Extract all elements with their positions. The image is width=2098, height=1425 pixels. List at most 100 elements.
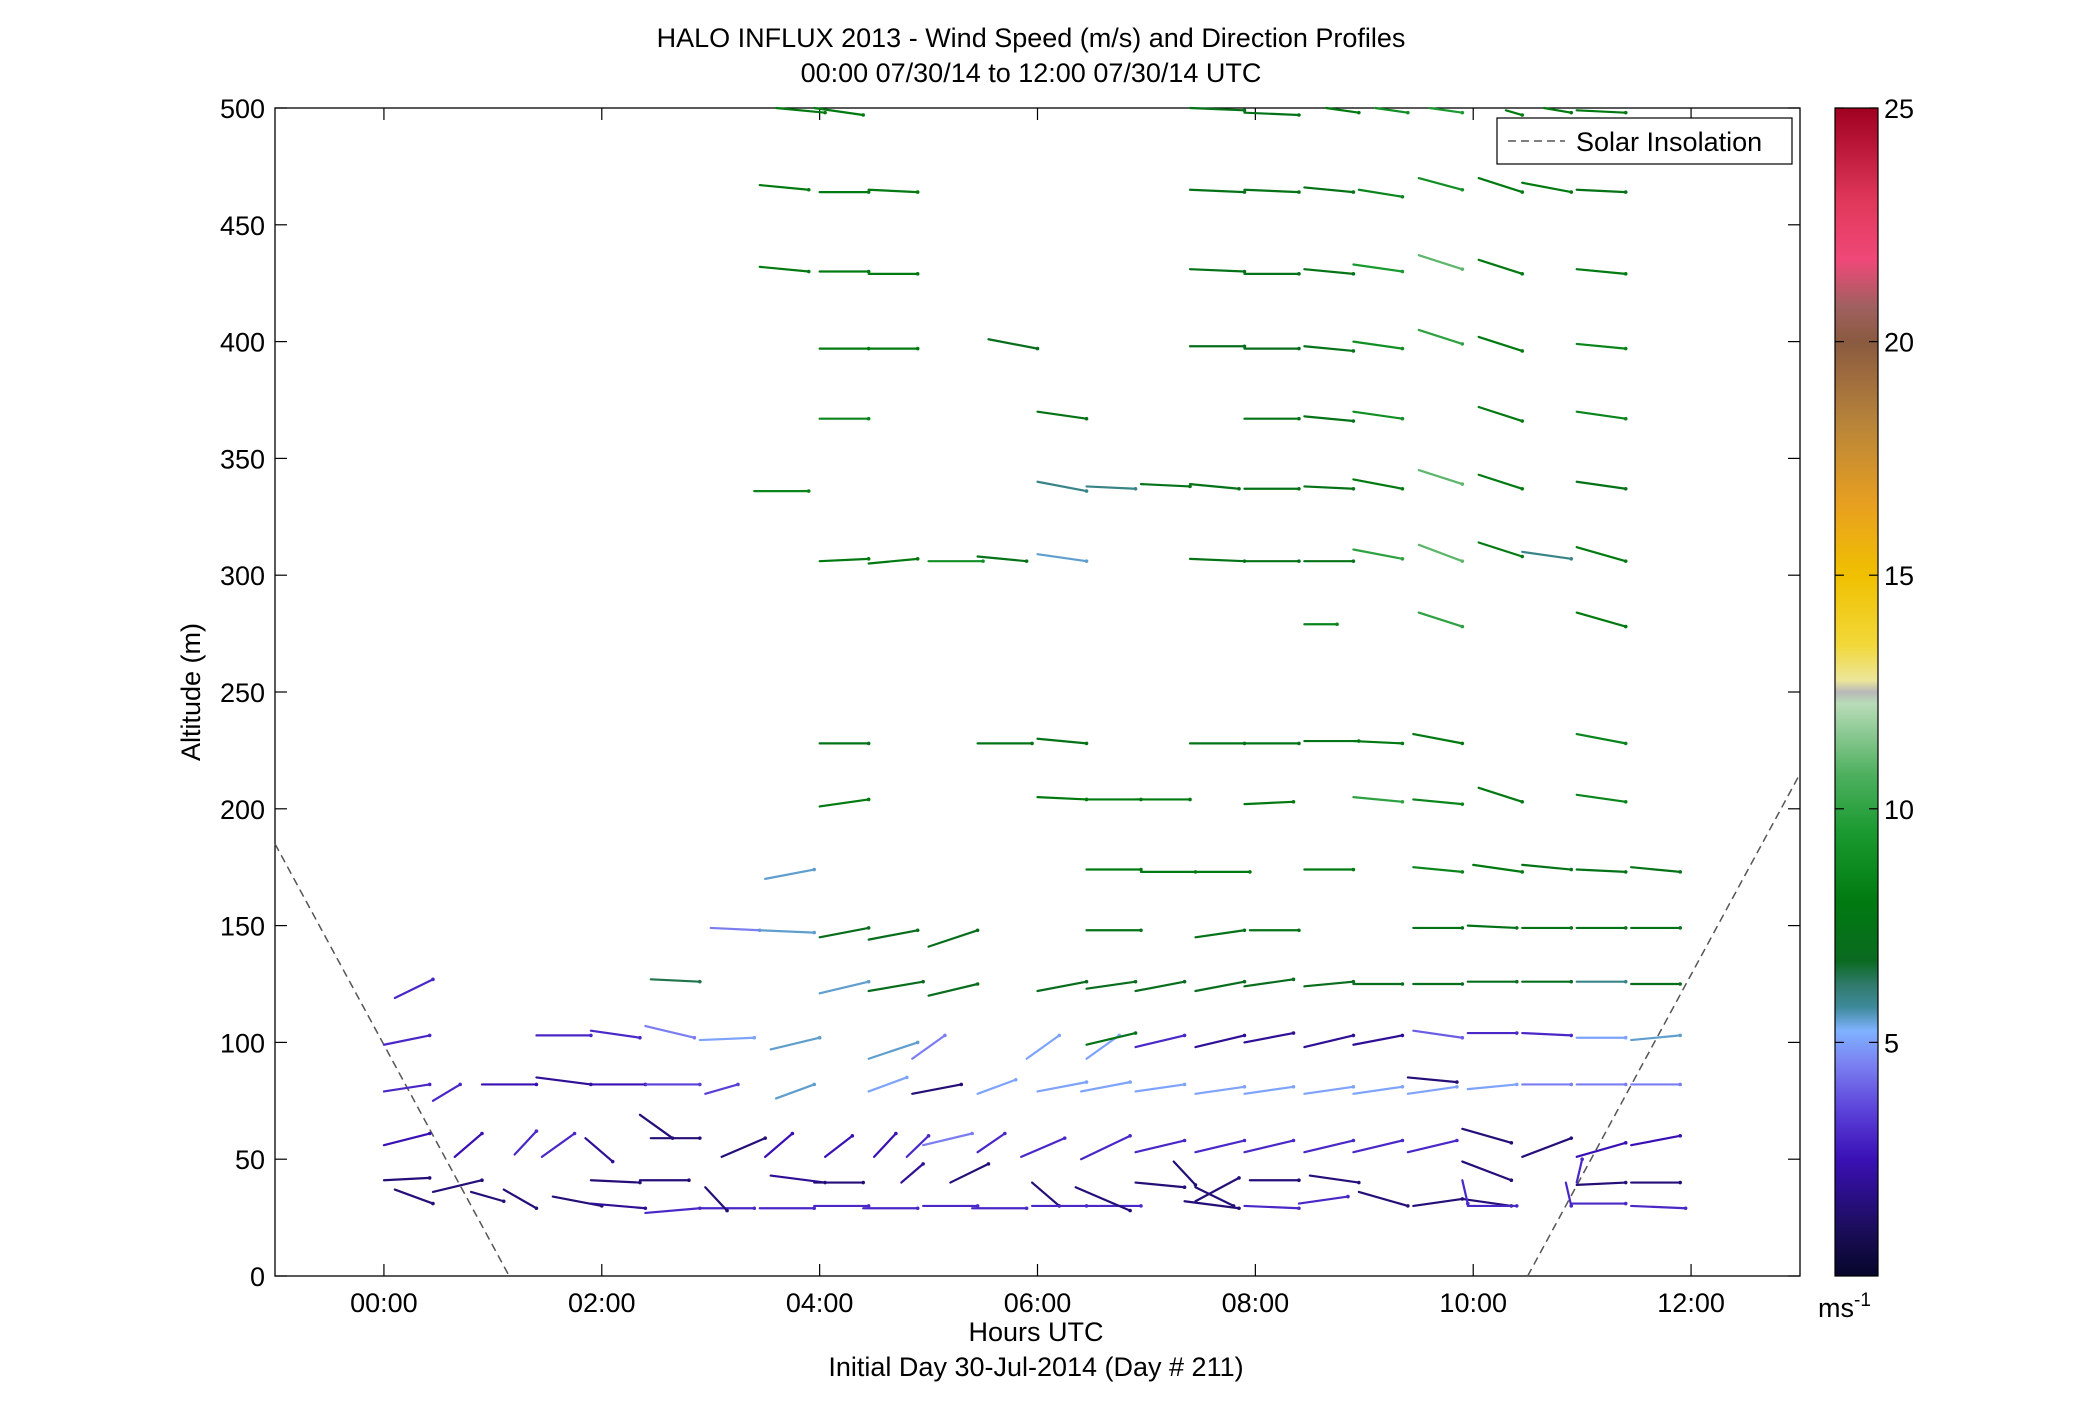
wind-barb-head xyxy=(480,1131,484,1136)
wind-barb xyxy=(818,557,870,563)
wind-barb-head xyxy=(638,1035,642,1040)
wind-barb xyxy=(709,926,761,932)
wind-barb xyxy=(1303,980,1355,988)
wind-barb xyxy=(1352,340,1404,350)
wind-barb xyxy=(1412,798,1464,806)
wind-barb-head xyxy=(698,979,702,984)
wind-barb xyxy=(393,1188,435,1205)
wind-barb-head xyxy=(1569,1033,1574,1038)
wind-barb-head xyxy=(1084,1080,1089,1084)
wind-barb-head xyxy=(1460,741,1465,746)
wind-barb-head xyxy=(1569,979,1574,984)
x-tick-label: 02:00 xyxy=(568,1288,636,1318)
wind-barb xyxy=(1303,186,1355,194)
wind-barb xyxy=(535,1076,592,1086)
wind-barb-head xyxy=(1460,870,1465,874)
wind-barb-head xyxy=(1623,1035,1628,1040)
wind-barb-head xyxy=(1084,559,1089,563)
wind-barb xyxy=(769,1174,827,1184)
y-tick-label: 100 xyxy=(220,1028,265,1058)
wind-barb-head xyxy=(1242,108,1247,113)
wind-barb-head xyxy=(1351,272,1356,276)
wind-barb-head xyxy=(1351,486,1356,491)
wind-barb xyxy=(873,1132,897,1158)
wind-barb-head xyxy=(1242,344,1247,349)
wind-barb-head xyxy=(1248,870,1252,874)
wind-barb-head xyxy=(1623,346,1628,351)
wind-barb-head xyxy=(1678,1082,1682,1087)
wind-barb xyxy=(1036,737,1088,745)
wind-barb xyxy=(1194,1176,1241,1203)
wind-barb-head xyxy=(866,557,871,561)
wind-barb-head xyxy=(698,1082,702,1087)
wind-barb-head xyxy=(1242,1084,1247,1089)
wind-barb-head xyxy=(1460,267,1465,271)
wind-barb-head xyxy=(1024,559,1029,563)
wind-barb-head xyxy=(915,272,920,276)
wind-barb-head xyxy=(970,1131,974,1136)
wind-barb xyxy=(1243,800,1295,806)
wind-barb xyxy=(818,980,870,995)
wind-barb-head xyxy=(866,979,871,984)
wind-barb xyxy=(469,1190,505,1203)
wind-barb-head xyxy=(812,1206,816,1211)
wind-barb xyxy=(1036,980,1088,993)
colorbar-unit: ms-1 xyxy=(1818,1290,1871,1323)
wind-barb-head xyxy=(458,1082,462,1087)
wind-barb xyxy=(818,798,870,808)
wind-barb xyxy=(649,978,701,983)
wind-barb xyxy=(1521,181,1573,194)
wind-barb-head xyxy=(1400,557,1405,561)
wind-barb xyxy=(1575,868,1627,873)
wind-barb xyxy=(1521,863,1573,871)
wind-barb xyxy=(1188,268,1246,273)
wind-barb xyxy=(1412,732,1464,745)
wind-barb-head xyxy=(1678,1033,1682,1038)
wind-barb-head xyxy=(572,1131,577,1136)
wind-barb-head xyxy=(1455,1080,1459,1084)
wind-barb xyxy=(1461,1127,1513,1144)
wind-barb-head xyxy=(1623,1141,1628,1145)
wind-barb-head xyxy=(1406,1204,1410,1208)
colorbar-tick-label: 10 xyxy=(1884,795,1914,825)
wind-barb-head xyxy=(1406,110,1410,115)
wind-barb-head xyxy=(1242,928,1247,933)
wind-barb-head xyxy=(1460,110,1465,115)
wind-barb-head xyxy=(1291,1138,1296,1143)
wind-barb xyxy=(1194,1085,1246,1095)
wind-barb xyxy=(584,1137,614,1163)
wind-barb-head xyxy=(687,1178,691,1183)
wind-barb xyxy=(1461,1197,1513,1208)
wind-barb xyxy=(813,106,865,117)
wind-barb-head xyxy=(1623,799,1628,804)
chart-title: HALO INFLUX 2013 - Wind Speed (m/s) and … xyxy=(657,23,1406,53)
wind-barb-head xyxy=(1357,1180,1361,1185)
wind-barb xyxy=(1630,1034,1682,1042)
plot-area xyxy=(274,107,1801,1277)
y-tick-label: 50 xyxy=(235,1145,265,1175)
wind-barb xyxy=(1243,111,1301,117)
wind-barb-head xyxy=(1509,1141,1514,1145)
y-tick-label: 0 xyxy=(250,1262,265,1292)
wind-barb xyxy=(1352,739,1404,745)
wind-barb-head xyxy=(1297,741,1301,746)
wind-barb-head xyxy=(1460,802,1465,806)
colorbar: 5 10 15 20 25 ms-1 xyxy=(1818,94,1914,1323)
wind-barb-head xyxy=(1335,622,1339,627)
y-tick-label: 300 xyxy=(220,561,265,591)
wind-barb-head xyxy=(1297,416,1301,421)
wind-barb-head xyxy=(1514,1082,1519,1087)
wind-barb-head xyxy=(894,1131,898,1136)
wind-barb xyxy=(1412,866,1464,873)
wind-barb-head xyxy=(861,1180,866,1185)
wind-barb xyxy=(1243,1031,1295,1044)
wind-barb xyxy=(589,1179,642,1184)
wind-barb-head xyxy=(1351,1138,1356,1143)
chart-footer: Initial Day 30-Jul-2014 (Day # 211) xyxy=(828,1352,1243,1382)
wind-barb xyxy=(774,106,827,114)
wind-barb xyxy=(949,1162,990,1184)
wind-barb xyxy=(1085,1031,1137,1046)
wind-barb-head xyxy=(1678,1134,1682,1138)
y-tick-label: 500 xyxy=(220,94,265,124)
